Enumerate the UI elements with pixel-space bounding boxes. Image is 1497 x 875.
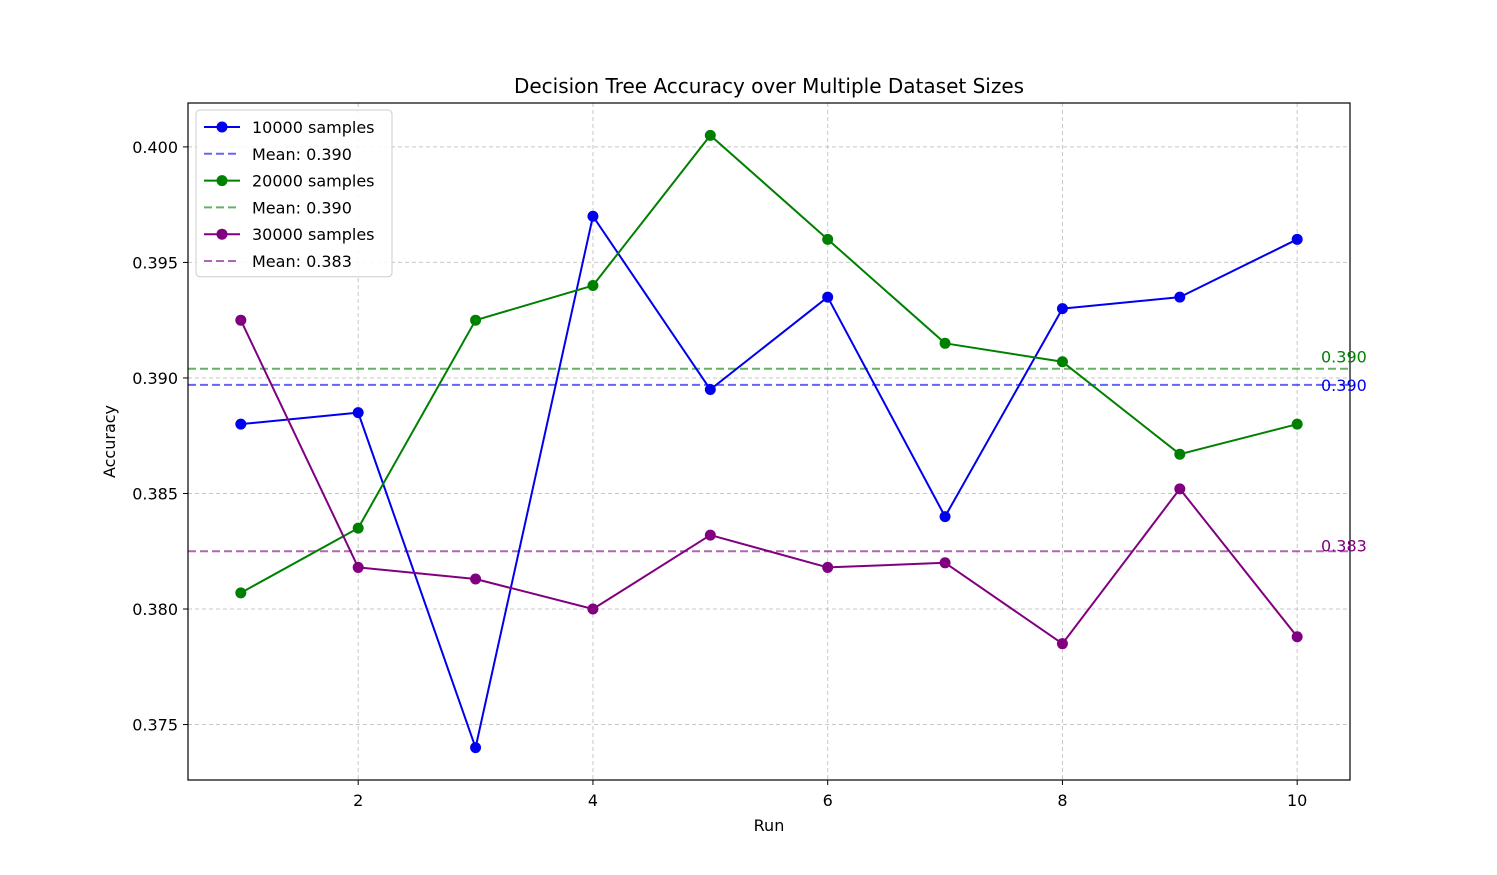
mean-value-label: 0.383 xyxy=(1321,536,1367,555)
legend-entry: Mean: 0.390 xyxy=(204,198,352,217)
data-point xyxy=(939,557,951,569)
data-point xyxy=(1291,631,1303,643)
data-point xyxy=(822,561,834,573)
data-point xyxy=(470,314,482,326)
mean-value-label: 0.390 xyxy=(1321,376,1367,395)
series-line xyxy=(240,134,1298,594)
chart-title: Decision Tree Accuracy over Multiple Dat… xyxy=(514,74,1024,98)
series-group xyxy=(235,314,1303,650)
data-point xyxy=(1174,483,1186,495)
legend-swatch-marker xyxy=(216,175,228,187)
x-tick-label: 8 xyxy=(1057,791,1067,810)
legend-label: Mean: 0.390 xyxy=(252,198,352,217)
legend-label: Mean: 0.390 xyxy=(252,145,352,164)
data-point xyxy=(1174,448,1186,460)
x-tick-label: 10 xyxy=(1287,791,1307,810)
legend-label: 10000 samples xyxy=(252,118,375,137)
mean-value-labels: 0.390 0.390 0.383 xyxy=(1321,348,1367,556)
data-point xyxy=(704,129,716,141)
legend-label: 30000 samples xyxy=(252,225,375,244)
data-point xyxy=(1056,303,1068,315)
data-point xyxy=(1291,233,1303,245)
data-point xyxy=(822,291,834,303)
data-point xyxy=(1174,291,1186,303)
mean-value-label: 0.390 xyxy=(1321,348,1367,367)
plot-area-frame xyxy=(187,102,1351,781)
x-tick-label: 2 xyxy=(353,791,363,810)
axis-ticks: 2 4 6 8 10 0.375 0.380 0.385 0.390 0.395 0.400 xyxy=(132,138,1307,810)
data-point xyxy=(939,337,951,349)
y-axis-label: Accuracy xyxy=(100,405,119,478)
legend-entry: 10000 samples xyxy=(204,118,375,137)
y-tick-label: 0.380 xyxy=(132,600,178,619)
data-point xyxy=(587,280,599,292)
data-point xyxy=(822,233,834,245)
legend-entry: 30000 samples xyxy=(204,225,375,244)
grid-lines xyxy=(188,103,1350,780)
data-point xyxy=(470,742,482,754)
x-axis-label: Run xyxy=(754,816,785,835)
y-tick-label: 0.395 xyxy=(132,253,178,272)
data-point xyxy=(235,587,247,599)
data-point xyxy=(587,210,599,222)
data-point xyxy=(235,418,247,430)
data-point xyxy=(939,511,951,523)
data-point xyxy=(352,407,364,419)
x-tick-label: 4 xyxy=(588,791,598,810)
data-point xyxy=(704,529,716,541)
legend-swatch-marker xyxy=(216,228,228,240)
legend: 10000 samples Mean: 0.390 20000 samples Mea… xyxy=(195,109,393,278)
legend-entry: Mean: 0.383 xyxy=(204,252,352,271)
legend-entry: Mean: 0.390 xyxy=(204,145,352,164)
data-point xyxy=(704,384,716,396)
x-tick-label: 6 xyxy=(823,791,833,810)
series-line xyxy=(240,215,1298,749)
data-point xyxy=(587,603,599,615)
data-point xyxy=(352,561,364,573)
series-lines xyxy=(235,129,1303,754)
series-group xyxy=(235,129,1303,599)
legend-swatch-marker xyxy=(216,121,228,133)
y-tick-label: 0.375 xyxy=(132,716,178,735)
y-tick-label: 0.400 xyxy=(132,138,178,157)
data-point xyxy=(1291,418,1303,430)
data-point xyxy=(235,314,247,326)
data-point xyxy=(1056,638,1068,650)
data-point xyxy=(352,522,364,534)
series-line xyxy=(239,319,1298,645)
y-tick-label: 0.385 xyxy=(132,484,178,503)
series-group xyxy=(235,210,1303,754)
legend-entry: 20000 samples xyxy=(204,172,375,191)
legend-label: 20000 samples xyxy=(252,172,375,191)
legend-box xyxy=(195,109,393,278)
data-point xyxy=(470,573,482,585)
data-point xyxy=(1056,356,1068,368)
y-tick-label: 0.390 xyxy=(132,369,178,388)
legend-label: Mean: 0.383 xyxy=(252,252,352,271)
